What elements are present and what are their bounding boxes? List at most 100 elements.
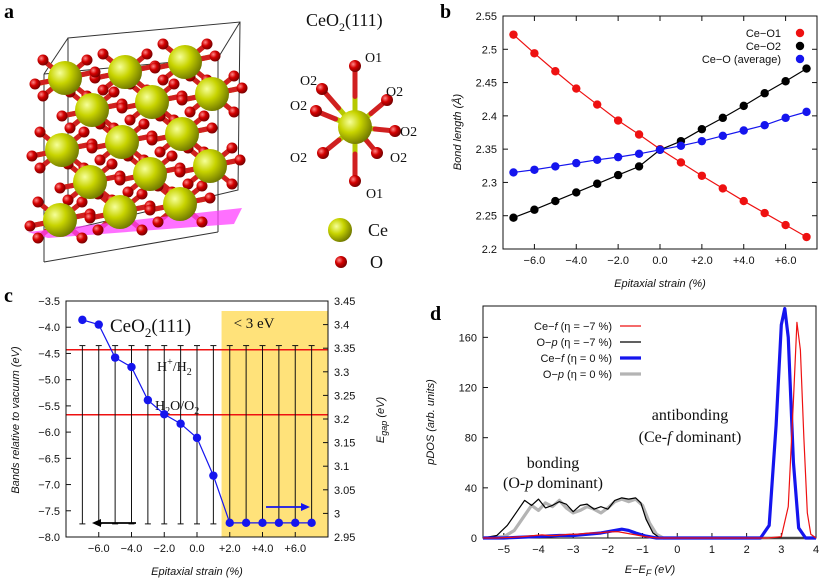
o-atom: [184, 106, 196, 118]
o-atom: [76, 196, 88, 208]
o-atom: [149, 62, 161, 74]
cluster-o-atom: [316, 83, 328, 95]
x-tick-label-d: −1: [636, 544, 649, 556]
x-tick-label-d: 3: [778, 544, 784, 556]
y-tick-label-b: 2.25: [476, 211, 497, 223]
y-tick-label-d: 80: [465, 433, 477, 445]
x-tick-label-c: +6.0: [284, 543, 306, 555]
data-point-b: [739, 126, 748, 135]
coordination-cluster: [310, 60, 401, 187]
xlabel-d: E−EF (eV): [625, 564, 676, 578]
y-tick-label-d: 0: [471, 533, 477, 545]
y-right-tick-label-c: 3: [334, 508, 340, 520]
o-atom: [106, 158, 118, 170]
y-tick-label-c: −5.5: [38, 401, 60, 413]
legend-label-d: Ce−f (η = −7 %): [534, 321, 612, 333]
o-atom: [81, 54, 93, 66]
ce-atom: [75, 93, 109, 127]
y-tick-label-c: −6.5: [38, 453, 60, 465]
arrow-right-head-c: [301, 503, 310, 511]
ylabel-right-c: Egap (eV): [375, 397, 389, 444]
o-atom: [76, 232, 88, 244]
panel-label-d: d: [430, 303, 441, 325]
y-tick-label-c: −7.5: [38, 506, 60, 518]
gap-data-point-c: [127, 362, 136, 372]
ce-atom: [135, 85, 169, 119]
data-point-b: [802, 64, 811, 73]
legend-marker-b: [795, 54, 805, 64]
o-atom: [54, 182, 66, 194]
o-atom: [201, 38, 213, 50]
o-atom: [34, 162, 46, 174]
o-atom: [174, 166, 186, 178]
y-tick-label-b: 2.3: [482, 177, 497, 189]
data-point-b: [718, 131, 727, 141]
o-atom: [34, 126, 46, 138]
o-atom: [176, 94, 188, 106]
x-tick-label-b: −6.0: [524, 255, 546, 267]
o-atom: [136, 188, 148, 200]
data-point-b: [760, 208, 769, 218]
y-tick-label-b: 2.55: [476, 11, 497, 23]
data-point-b: [718, 184, 727, 193]
x-tick-label-b: +2.0: [691, 255, 713, 267]
o-atom: [138, 118, 150, 130]
x-tick-label-d: 1: [709, 544, 715, 556]
crystal-structure-image: [24, 21, 248, 263]
o-atom: [236, 82, 248, 94]
y-right-tick-label-c: 3.05: [334, 485, 355, 497]
data-point-b: [530, 165, 539, 174]
x-tick-label-d: −3: [567, 544, 580, 556]
ylabel-d: pDOS (arb. units): [425, 379, 437, 466]
ce-atom: [43, 203, 77, 237]
cluster-o-atom: [349, 175, 361, 187]
o-atom: [154, 146, 166, 158]
annotation-antibonding-line1: antibonding: [652, 407, 728, 424]
data-point-b: [676, 158, 686, 167]
ce-atom: [108, 55, 142, 89]
o-atom: [146, 134, 158, 146]
gap-data-point-c: [78, 315, 87, 325]
legend-o-sphere: [335, 256, 347, 268]
o-atom: [56, 110, 68, 122]
inset-title-c: CeO2(111): [110, 316, 191, 340]
x-tick-label-d: −4: [532, 544, 545, 556]
y-tick-label-c: −3.5: [38, 296, 60, 308]
gap-data-point-c: [176, 419, 185, 428]
x-tick-label-b: 0.0: [652, 255, 667, 267]
o-atom: [37, 54, 49, 66]
o-atom: [234, 154, 246, 166]
y-right-tick-label-c: 2.95: [334, 532, 355, 544]
structure-title: CeO2(111): [306, 10, 383, 34]
ce-atom: [165, 117, 199, 151]
legend-label-d: O−p (η = 0 %): [543, 369, 612, 381]
data-point-b: [802, 107, 811, 117]
ce-atom: [163, 187, 197, 221]
ylabel-c: Bands relative to vacuum (eV): [10, 346, 22, 494]
o-atom: [226, 178, 238, 190]
ce-atom: [195, 77, 229, 111]
panel-label-a: a: [4, 1, 14, 23]
panel-c: c < 3 eV −6.0 −4.0 −2.0 0.0 +2.0 +4.0 +6.0 −8.0…: [4, 285, 389, 578]
y-tick-label-c: −4.0: [38, 322, 60, 334]
cluster-o-atom: [349, 60, 361, 72]
highlight-label-c: < 3 eV: [234, 316, 275, 332]
data-point-b: [781, 77, 790, 86]
o-atom: [108, 86, 120, 98]
o-atom: [86, 142, 98, 154]
o-atom: [26, 150, 38, 162]
o-atom: [92, 224, 104, 236]
o-atom: [64, 122, 76, 134]
x-tick-label-c: −6.0: [88, 543, 110, 555]
data-point-b: [655, 145, 665, 155]
xlabel-c: Epitaxial strain (%): [151, 566, 243, 578]
data-point-b: [572, 84, 581, 93]
y-right-tick-label-c: 3.45: [334, 296, 355, 308]
legend-label-b: Ce−O1: [746, 28, 781, 40]
pdos-series-line-d: [483, 321, 817, 539]
site-label-o2-bottom-left: O2: [290, 151, 307, 166]
unit-cell-edge: [217, 21, 241, 59]
y-tick-label-b: 2.35: [476, 144, 497, 156]
panel-label-c: c: [4, 285, 13, 307]
